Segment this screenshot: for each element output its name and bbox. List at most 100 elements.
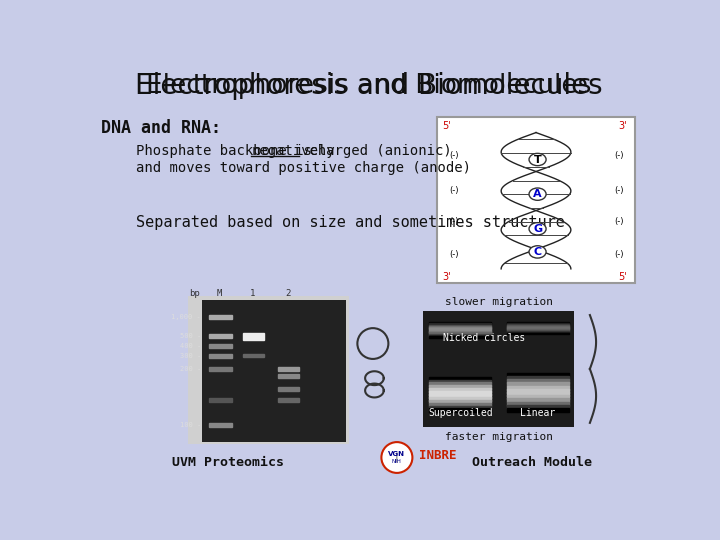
Text: 5': 5' [618, 272, 627, 281]
Bar [507, 389, 569, 393]
Text: faster migration: faster migration [445, 433, 553, 442]
Text: Linear: Linear [521, 408, 556, 418]
Bar [209, 315, 232, 319]
Ellipse shape [529, 222, 546, 235]
Text: 300 -: 300 - [179, 353, 201, 359]
Bar [429, 397, 492, 401]
Bar [429, 330, 492, 332]
Text: Supercoiled: Supercoiled [428, 408, 492, 418]
Bar [507, 395, 569, 399]
Bar [429, 406, 492, 409]
Bar [209, 344, 232, 348]
Text: (-): (-) [449, 217, 459, 226]
Bar [507, 327, 569, 328]
Bar [429, 408, 492, 412]
Text: 500 -: 500 - [179, 333, 201, 339]
Bar [277, 387, 300, 390]
Text: VGN: VGN [388, 451, 405, 457]
Bar [277, 367, 300, 372]
Bar [429, 388, 492, 392]
Bar [243, 354, 264, 356]
Bar [429, 328, 492, 330]
Text: and moves toward positive charge (anode): and moves toward positive charge (anode) [137, 161, 472, 175]
Text: (-): (-) [615, 151, 624, 160]
Text: charged (anionic): charged (anionic) [301, 144, 451, 158]
Bar [507, 392, 569, 396]
Text: 1: 1 [250, 289, 256, 298]
Ellipse shape [529, 246, 546, 258]
Bar [429, 394, 492, 397]
Bar [429, 326, 492, 328]
Bar [429, 382, 492, 386]
Text: bp: bp [189, 289, 200, 298]
Bar [507, 329, 569, 330]
Bar [429, 334, 492, 335]
Text: Separated based on size and sometimes structure: Separated based on size and sometimes st… [137, 215, 565, 230]
Bar [507, 326, 569, 328]
Text: (-): (-) [615, 186, 624, 195]
Text: slower migration: slower migration [445, 297, 553, 307]
Bar [277, 398, 300, 402]
Bar [507, 376, 569, 380]
Bar [507, 386, 569, 390]
FancyBboxPatch shape [437, 117, 635, 283]
Bar [429, 400, 492, 403]
Text: 2: 2 [285, 289, 290, 298]
Bar [507, 325, 569, 327]
Bar [507, 324, 569, 326]
Text: Nicked circles: Nicked circles [444, 333, 526, 343]
Text: 100 -: 100 - [179, 422, 201, 428]
Text: DNA and RNA:: DNA and RNA: [101, 119, 221, 137]
Ellipse shape [529, 188, 546, 200]
Text: G: G [533, 224, 542, 234]
FancyBboxPatch shape [423, 311, 575, 427]
Bar [507, 322, 569, 323]
Text: 3': 3' [442, 272, 451, 281]
Bar [429, 323, 492, 325]
Text: T: T [534, 154, 541, 165]
Text: Outreach Module: Outreach Module [472, 456, 592, 469]
Bar [277, 374, 300, 378]
Ellipse shape [529, 153, 546, 166]
Text: 3': 3' [618, 122, 627, 131]
Text: C: C [534, 247, 541, 257]
Text: (-): (-) [449, 249, 459, 259]
FancyBboxPatch shape [189, 296, 349, 444]
Text: 1,000 -: 1,000 - [171, 314, 201, 320]
Bar [209, 334, 232, 338]
Text: negatively: negatively [251, 144, 335, 158]
Text: UVM Proteomics: UVM Proteomics [172, 456, 284, 469]
Bar [209, 354, 232, 358]
Text: Electrophoresis and Biomolecules: Electrophoresis and Biomolecules [135, 72, 603, 100]
Bar [507, 405, 569, 409]
Bar [507, 323, 569, 325]
Bar [429, 380, 492, 383]
Bar [429, 331, 492, 333]
Circle shape [382, 442, 413, 473]
Text: (-): (-) [449, 186, 459, 195]
Bar [429, 332, 492, 334]
Bar [507, 399, 569, 402]
Text: INBRE: INBRE [418, 449, 456, 462]
Text: A: A [534, 189, 542, 199]
Bar [429, 403, 492, 406]
Bar [507, 333, 569, 334]
Text: (-): (-) [449, 151, 459, 160]
Text: 200 -: 200 - [179, 366, 201, 372]
Bar [507, 408, 569, 412]
Bar [429, 391, 492, 395]
Bar [429, 336, 492, 338]
Bar [209, 423, 232, 427]
Text: Phosphate backbone is: Phosphate backbone is [137, 144, 320, 158]
Bar [429, 386, 492, 389]
Bar [507, 379, 569, 383]
Bar [507, 382, 569, 387]
Text: NIH: NIH [392, 459, 402, 464]
Bar [429, 335, 492, 337]
Text: Electrophoresis and Biomolecules: Electrophoresis and Biomolecules [146, 73, 592, 99]
Bar [429, 327, 492, 329]
Bar [507, 373, 569, 377]
Bar [507, 330, 569, 333]
Text: 400 -: 400 - [179, 343, 201, 349]
Text: M: M [217, 289, 222, 298]
